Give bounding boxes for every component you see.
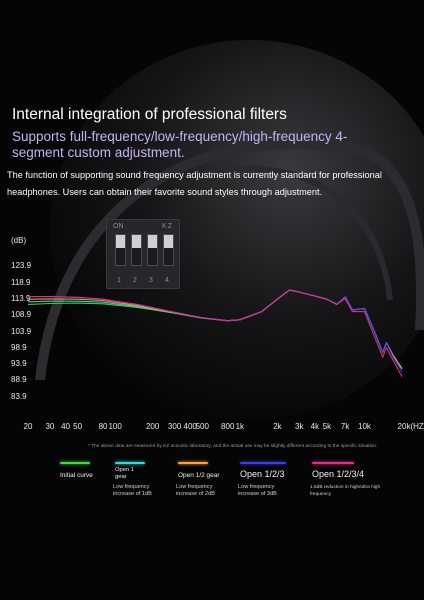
- switch-number-1: 1: [117, 277, 121, 284]
- switch-knob: [164, 235, 173, 248]
- legend-label: Open 1 gear: [115, 467, 135, 480]
- switch-on-label: ON: [113, 223, 124, 230]
- y-tick-label: 93.9: [11, 359, 27, 369]
- switch-knob: [116, 235, 125, 248]
- y-axis-label: (dB): [11, 236, 27, 245]
- x-tick-label: 20: [23, 422, 33, 431]
- y-tick-label: 113.9: [11, 293, 31, 303]
- y-tick-label: 123.9: [11, 261, 32, 271]
- switch-slot-1: [115, 234, 126, 266]
- x-tick-label: 100: [108, 422, 122, 431]
- x-tick-label: 7k: [340, 422, 350, 431]
- legend-swatch: [178, 462, 208, 464]
- switch-number-4: 4: [165, 277, 169, 284]
- x-tick-label: 30: [45, 422, 55, 431]
- series-line-4: [28, 289, 403, 373]
- switch-number-3: 3: [149, 277, 153, 284]
- series-line-5: [28, 289, 403, 378]
- x-tick-label: 3k: [295, 422, 304, 431]
- legend-description: Low frequency increase of 3dB: [238, 484, 277, 497]
- y-tick-label: 118.9: [11, 277, 31, 287]
- page-subtitle: Supports full-frequency/low-frequency/hi…: [12, 129, 348, 160]
- switch-brand-label: KZ: [162, 223, 173, 230]
- legend-swatch: [312, 462, 354, 464]
- switch-number-2: 2: [133, 277, 137, 284]
- legend-description: Low frequency increase of 2dB: [176, 484, 215, 497]
- x-tick-label: 10k: [358, 422, 371, 431]
- x-tick-label: 800: [221, 422, 235, 431]
- page-title: Internal integration of professional fil…: [12, 106, 287, 123]
- switch-knob: [132, 235, 141, 248]
- series-line-2: [27, 289, 403, 370]
- switch-slot-3: [147, 234, 158, 266]
- x-tick-label: 40: [61, 422, 70, 431]
- legend-label: Open 1/2/3/4: [312, 469, 365, 479]
- y-tick-label: 108.9: [11, 310, 32, 320]
- switch-knob: [148, 235, 157, 248]
- legend-label: Open 1/2/3: [240, 469, 285, 479]
- description-text: The function of supporting sound frequen…: [7, 170, 382, 197]
- measurement-note: * The above data are measured by KZ acou…: [88, 444, 378, 449]
- switch-slot-4: [163, 234, 174, 266]
- x-tick-label: 1k: [235, 422, 245, 431]
- x-tick-label: 80: [98, 422, 108, 431]
- x-tick-label: 400: [183, 422, 197, 431]
- y-tick-label: 88.9: [11, 375, 27, 385]
- legend-swatch: [115, 462, 145, 464]
- x-tick-label: 5k: [322, 422, 332, 431]
- x-tick-label: 200: [145, 422, 160, 431]
- x-tick-label: 2k: [273, 422, 282, 431]
- legend-label: Initial curve: [60, 472, 93, 479]
- x-tick-label: 20k(HZ): [397, 422, 424, 431]
- legend-description: Low frequency increase of 1dB: [113, 484, 152, 497]
- y-tick-label: 103.9: [11, 326, 32, 336]
- legend-label: Open 1/2 gear: [178, 472, 220, 479]
- legend-description: 1.5dB reduction in high/ultra high frequ…: [310, 485, 381, 497]
- x-tick-label: 50: [73, 422, 83, 431]
- x-tick-label: 300: [167, 422, 182, 431]
- switch-slot-2: [131, 234, 142, 266]
- dip-switch-image: ON KZ 1 2 3 4: [106, 219, 180, 289]
- legend-swatch: [60, 462, 90, 464]
- y-tick-label: 83.9: [11, 391, 27, 401]
- x-tick-label: 500: [195, 422, 209, 431]
- x-tick-label: 4k: [310, 422, 320, 431]
- legend-swatch: [240, 462, 286, 464]
- y-tick-label: 98.9: [11, 342, 27, 352]
